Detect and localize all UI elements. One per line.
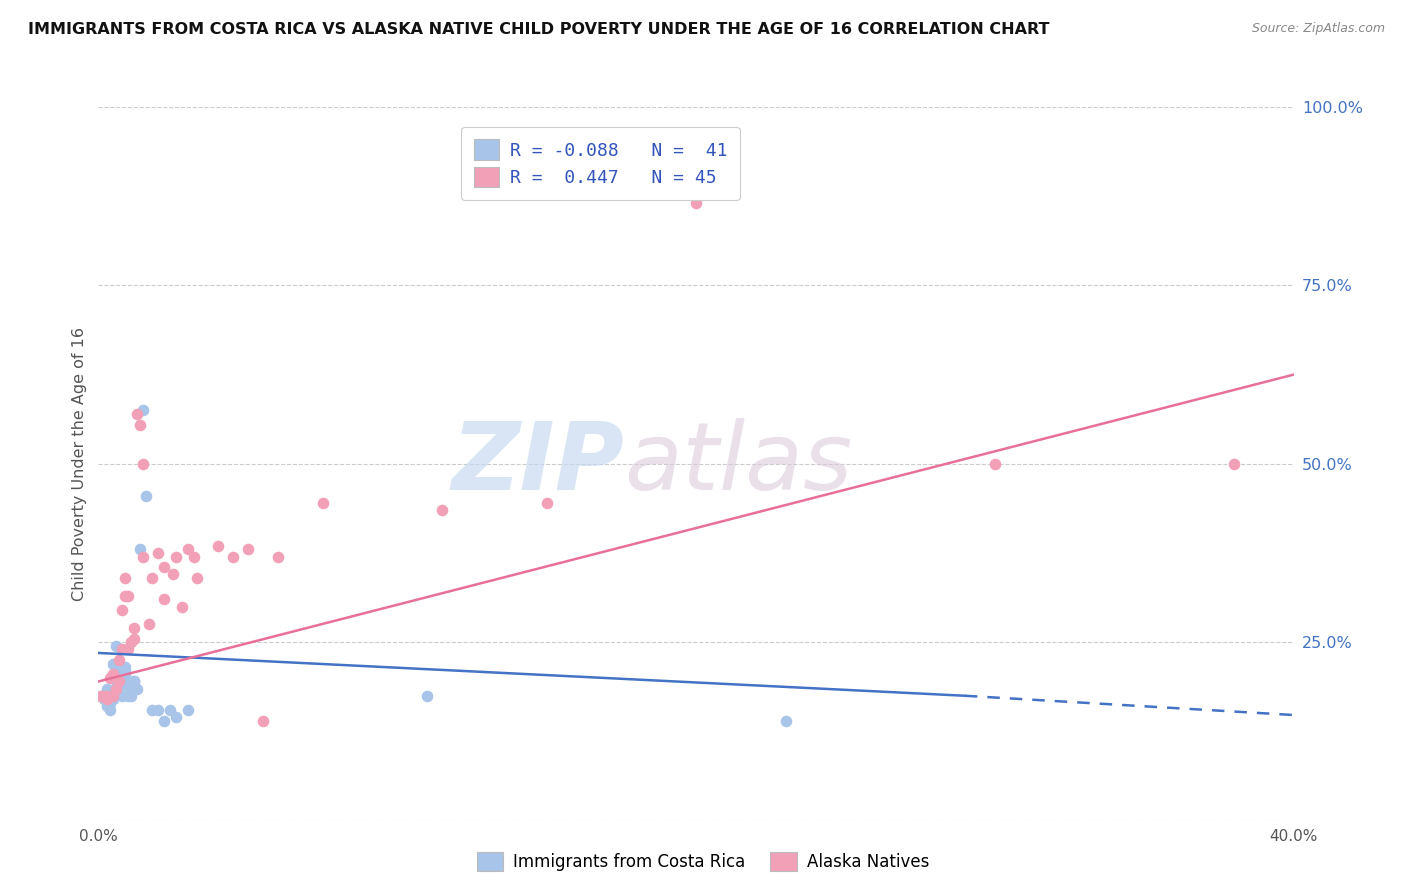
Point [96, 681, 118, 696]
Point [124, 674, 146, 689]
Point [111, 689, 134, 703]
Point [183, 549, 205, 564]
Point [103, 689, 125, 703]
Point [117, 678, 139, 692]
Point [105, 664, 128, 678]
Point [177, 542, 200, 557]
Point [252, 714, 274, 728]
Text: IMMIGRANTS FROM COSTA RICA VS ALASKA NATIVE CHILD POVERTY UNDER THE AGE OF 16 CO: IMMIGRANTS FROM COSTA RICA VS ALASKA NAT… [28, 22, 1050, 37]
Point [172, 599, 194, 614]
Point [103, 667, 125, 681]
Point [93, 689, 115, 703]
Point [129, 542, 152, 557]
Point [105, 674, 128, 689]
Point [536, 496, 558, 510]
Point [148, 546, 170, 560]
Point [105, 639, 128, 653]
Point [236, 542, 259, 557]
Point [124, 674, 146, 689]
Text: ZIP: ZIP [451, 417, 624, 510]
Point [111, 671, 134, 685]
Legend: Immigrants from Costa Rica, Alaska Natives: Immigrants from Costa Rica, Alaska Nativ… [468, 843, 938, 880]
Point [430, 503, 453, 517]
Point [129, 417, 152, 432]
Point [93, 692, 115, 706]
Point [148, 703, 170, 717]
Point [96, 689, 118, 703]
Point [114, 674, 136, 689]
Point [177, 703, 200, 717]
Point [96, 692, 118, 706]
Point [111, 642, 134, 657]
Point [108, 671, 131, 685]
Point [132, 457, 155, 471]
Point [135, 489, 157, 503]
Point [100, 671, 122, 685]
Point [162, 567, 184, 582]
Point [159, 703, 181, 717]
Point [685, 196, 707, 211]
Point [114, 667, 136, 681]
Point [117, 589, 139, 603]
Point [165, 710, 187, 724]
Text: atlas: atlas [624, 418, 852, 509]
Point [222, 549, 245, 564]
Point [108, 674, 131, 689]
Point [132, 403, 155, 417]
Point [153, 714, 176, 728]
Point [127, 407, 149, 421]
Point [114, 589, 136, 603]
Point [127, 681, 149, 696]
Point [267, 549, 290, 564]
Point [103, 671, 125, 685]
Point [108, 660, 131, 674]
Point [108, 681, 131, 696]
Point [100, 703, 122, 717]
Point [311, 496, 333, 510]
Point [132, 549, 155, 564]
Point [1223, 457, 1246, 471]
Point [775, 714, 797, 728]
Point [138, 617, 160, 632]
Point [153, 560, 176, 574]
Point [141, 571, 163, 585]
Point [111, 678, 134, 692]
Point [96, 699, 118, 714]
Point [186, 571, 208, 585]
Point [111, 603, 134, 617]
Point [117, 689, 139, 703]
Point [984, 457, 1007, 471]
Point [117, 642, 139, 657]
Point [114, 571, 136, 585]
Y-axis label: Child Poverty Under the Age of 16: Child Poverty Under the Age of 16 [72, 326, 87, 601]
Point [165, 549, 187, 564]
Point [103, 657, 125, 671]
Point [100, 696, 122, 710]
Text: Source: ZipAtlas.com: Source: ZipAtlas.com [1251, 22, 1385, 36]
Legend: R = -0.088   N =  41, R =  0.447   N = 45: R = -0.088 N = 41, R = 0.447 N = 45 [461, 127, 740, 200]
Point [120, 635, 142, 649]
Point [108, 664, 131, 678]
Point [120, 689, 142, 703]
Point [416, 689, 439, 703]
Point [153, 592, 176, 607]
Point [114, 660, 136, 674]
Point [120, 681, 142, 696]
Point [90, 689, 112, 703]
Point [90, 689, 112, 703]
Point [124, 632, 146, 646]
Point [114, 664, 136, 678]
Point [105, 681, 128, 696]
Point [103, 692, 125, 706]
Point [141, 703, 163, 717]
Point [207, 539, 229, 553]
Point [124, 621, 146, 635]
Point [108, 653, 131, 667]
